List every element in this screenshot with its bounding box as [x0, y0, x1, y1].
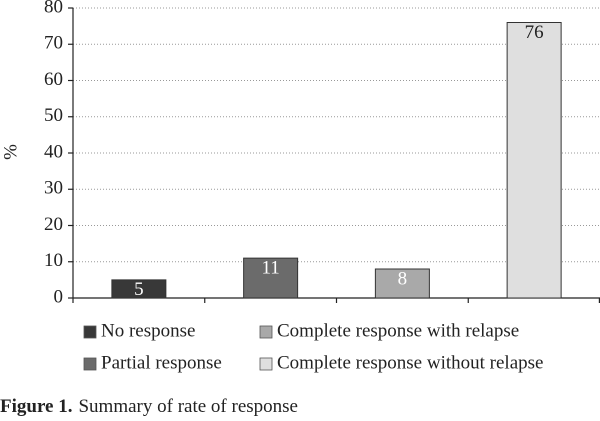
legend-label: No response [101, 320, 195, 341]
y-tick-label: 80 [44, 0, 63, 17]
y-tick-label: 60 [44, 69, 63, 90]
bar [243, 257, 299, 299]
figure-caption: Figure 1. Summary of rate of response [0, 396, 298, 417]
y-tick-label: 50 [44, 105, 63, 126]
value-label: 76 [525, 22, 544, 43]
legend-label: Partial response [101, 352, 222, 373]
legend-label: Complete response without relapse [277, 352, 543, 373]
y-axis-label: % [0, 144, 21, 160]
y-tick-label: 30 [44, 178, 63, 199]
legend-swatch [83, 325, 97, 339]
y-tick-label: 0 [54, 286, 64, 307]
y-tick-label: 40 [44, 141, 63, 162]
y-tick-label: 10 [44, 250, 63, 271]
caption-text: Summary of rate of response [78, 396, 298, 417]
bar [111, 279, 167, 299]
value-label: 8 [398, 268, 408, 289]
value-label: 5 [134, 279, 144, 300]
caption-label: Figure 1. [0, 396, 72, 417]
legend-swatch [259, 357, 273, 371]
y-tick-label: 70 [44, 33, 63, 54]
bar [506, 22, 562, 299]
legend-label: Complete response with relapse [277, 320, 519, 341]
legend-swatch [259, 325, 273, 339]
y-tick-label: 20 [44, 214, 63, 235]
value-label: 11 [261, 257, 279, 278]
bar [374, 268, 430, 299]
legend-swatch [83, 357, 97, 371]
